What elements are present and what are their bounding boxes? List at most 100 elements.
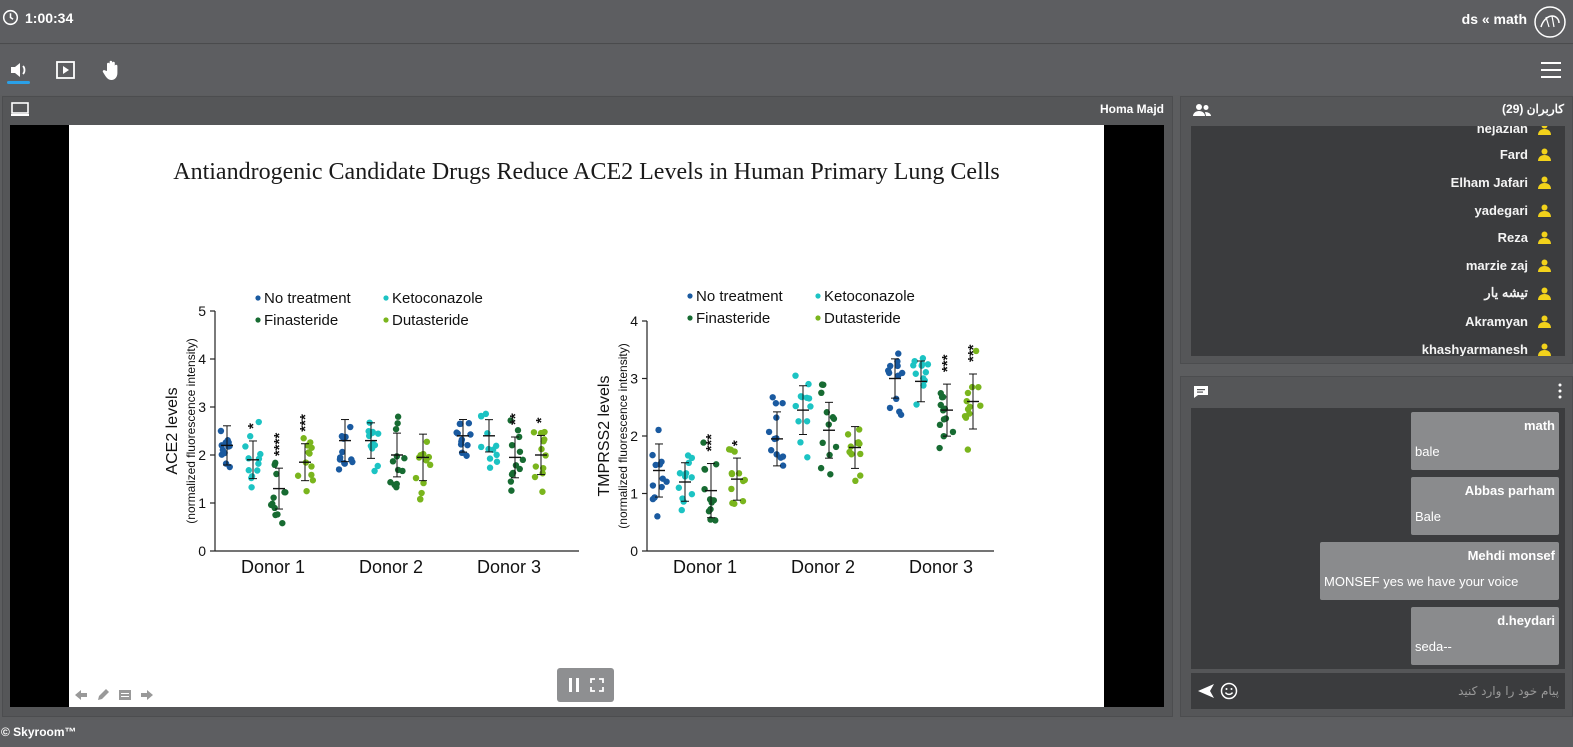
data-point: [885, 369, 893, 377]
data-point: [347, 423, 354, 431]
user-item[interactable]: yadegari: [1475, 200, 1551, 220]
data-point: [651, 494, 658, 501]
significance-label: ***: [939, 354, 956, 372]
user-item[interactable]: Fard: [1500, 144, 1551, 164]
slide-title: Antiandrogenic Candidate Drugs Reduce AC…: [173, 159, 1000, 185]
data-point: [493, 458, 501, 465]
data-point: [530, 429, 538, 436]
chat-message: Abbas parham Bale: [1411, 477, 1559, 535]
legend-label: Dutasteride: [824, 310, 901, 327]
x-category-label: Donor 1: [241, 557, 305, 577]
legend-marker: [815, 293, 821, 299]
chat-message: math bale: [1411, 412, 1559, 470]
user-icon: [1538, 176, 1551, 189]
data-point: [649, 451, 656, 459]
data-point: [417, 496, 424, 503]
prev-slide-button[interactable]: [73, 688, 89, 702]
chat-message: Mehdi monsef MONSEF yes we have your voic…: [1320, 542, 1559, 600]
data-point: [507, 478, 515, 485]
data-point: [539, 488, 546, 495]
legend-marker: [383, 295, 389, 301]
data-point: [731, 500, 738, 507]
data-point: [335, 466, 343, 473]
legend-marker: [687, 293, 693, 299]
data-point: [820, 381, 827, 388]
user-item[interactable]: marzie zaj: [1466, 255, 1551, 275]
play-button[interactable]: [55, 59, 77, 81]
significance-label: *: [533, 417, 550, 423]
presenter-name: Homa Majd: [1099, 102, 1164, 116]
data-point: [805, 380, 812, 388]
significance-label: ****: [271, 433, 288, 457]
legend-label: Dutasteride: [392, 312, 469, 329]
data-point: [307, 439, 314, 446]
y-tick-label: 0: [198, 543, 206, 559]
send-icon[interactable]: [1197, 683, 1215, 699]
data-point: [675, 484, 683, 491]
list-icon: [119, 690, 131, 700]
user-item[interactable]: Reza: [1498, 227, 1551, 247]
pause-button[interactable]: [568, 678, 580, 692]
user-item[interactable]: Elham Jafari: [1451, 172, 1551, 192]
users-list[interactable]: nejazian Fard Elham Jafari yadegari Reza marz…: [1191, 126, 1565, 356]
data-point: [374, 430, 382, 437]
message-sender: Abbas parham: [1464, 483, 1555, 498]
data-point: [399, 467, 406, 475]
data-point: [920, 382, 927, 389]
message-sender: math: [1523, 418, 1555, 433]
y-tick-label: 2: [198, 447, 206, 463]
data-point: [274, 511, 281, 518]
volume-button[interactable]: [8, 59, 30, 81]
emoji-icon[interactable]: [1220, 682, 1238, 700]
raise-hand-button[interactable]: [101, 59, 123, 81]
data-point: [420, 479, 427, 487]
slides-list-button[interactable]: [117, 688, 133, 702]
menu-button[interactable]: [1541, 61, 1561, 79]
data-point: [937, 390, 944, 397]
data-point: [270, 494, 277, 501]
user-item[interactable]: Akramyan: [1465, 311, 1551, 331]
data-point: [308, 444, 315, 451]
data-point: [418, 489, 425, 497]
top-bar: 1:00:34 ds « math: [0, 0, 1573, 44]
chat-messages[interactable]: math bale Abbas parham Bale Mehdi monsef MONS…: [1191, 408, 1565, 669]
data-point: [773, 414, 780, 421]
data-point: [394, 420, 401, 427]
legend-marker: [255, 317, 261, 323]
data-point: [827, 471, 834, 478]
more-vertical-icon[interactable]: [1558, 383, 1562, 399]
data-point: [541, 428, 548, 436]
fullscreen-button[interactable]: [589, 678, 604, 692]
legend-label: Finasteride: [264, 312, 338, 329]
significance-label: **: [507, 413, 524, 425]
data-point: [658, 458, 665, 465]
monitor-icon: [11, 102, 29, 116]
y-tick-label: 4: [198, 351, 206, 367]
user-item[interactable]: khashyarmanesh: [1422, 339, 1551, 356]
data-point: [894, 362, 901, 370]
timer-text: 1:00:34: [25, 9, 74, 26]
chat-message-input[interactable]: [1245, 676, 1561, 706]
hamburger-menu-icon: [1541, 62, 1561, 78]
user-item[interactable]: تیشه یار: [1484, 283, 1551, 303]
hand-icon: [102, 60, 118, 80]
volume-icon: [11, 63, 26, 77]
data-point: [246, 433, 254, 440]
data-point: [769, 394, 776, 401]
data-point: [516, 448, 524, 455]
pen-tool-button[interactable]: [95, 688, 111, 702]
significance-label: *: [245, 423, 262, 429]
data-point: [818, 389, 825, 397]
data-point: [792, 372, 799, 379]
user-item[interactable]: nejazian: [1477, 126, 1551, 138]
data-point: [701, 485, 708, 493]
data-point: [531, 473, 539, 481]
data-point: [728, 470, 736, 478]
next-slide-button[interactable]: [139, 688, 155, 702]
data-point: [803, 418, 811, 425]
data-point: [826, 451, 833, 459]
message-text: bale: [1415, 444, 1440, 459]
data-point: [394, 413, 402, 420]
data-point: [272, 459, 279, 467]
data-point: [255, 460, 262, 467]
